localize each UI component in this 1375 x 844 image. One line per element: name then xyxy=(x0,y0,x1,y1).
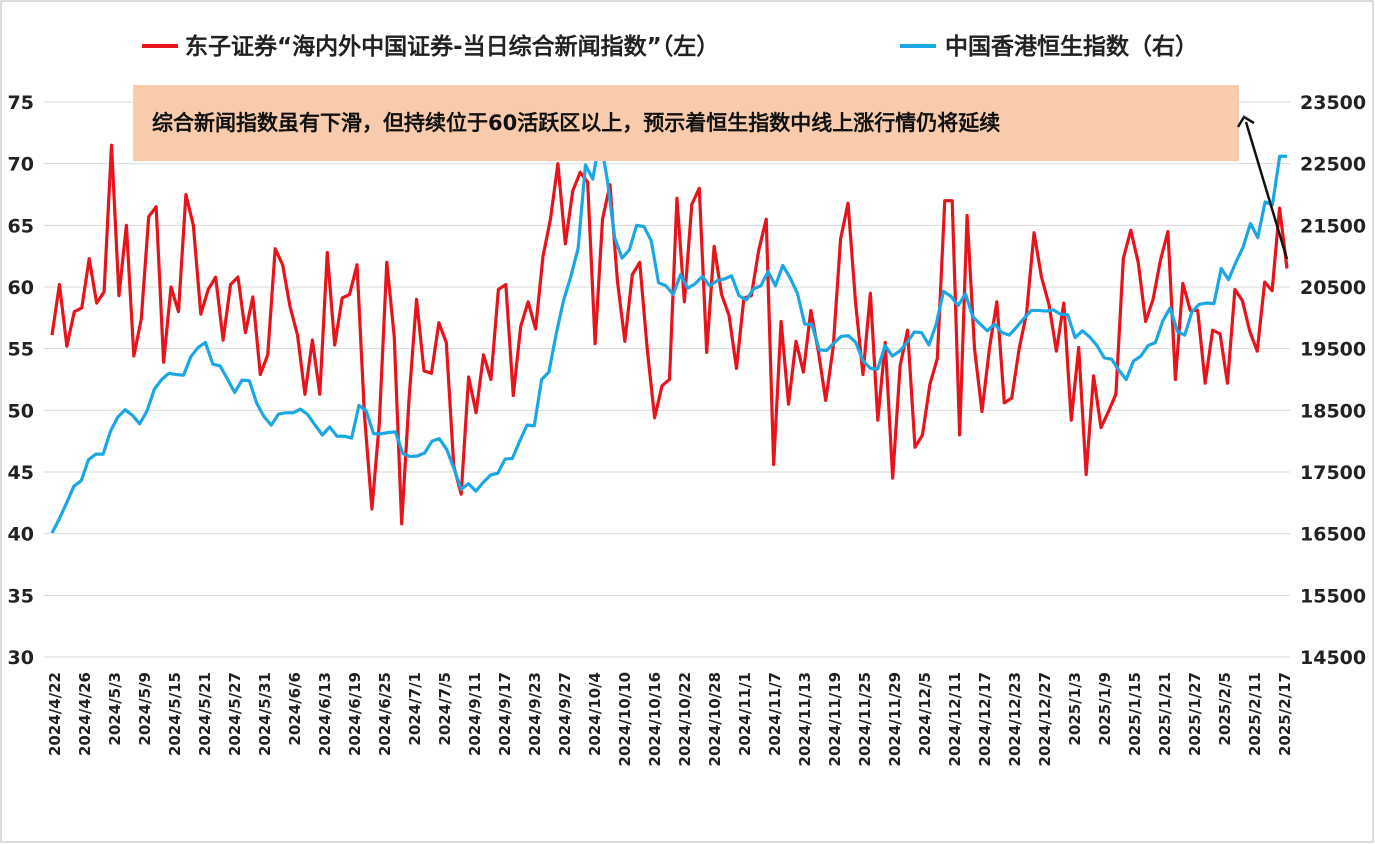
right-tick-label: 19500 xyxy=(1300,339,1366,361)
x-tick-label: 2024/11/1 xyxy=(736,672,754,756)
legend-label-hang-seng: 中国香港恒生指数（右） xyxy=(945,33,1198,60)
right-tick-label: 14500 xyxy=(1300,647,1366,669)
x-tick-label: 2024/11/19 xyxy=(826,672,844,766)
x-tick-label: 2025/1/15 xyxy=(1126,672,1144,756)
x-tick-label: 2025/1/21 xyxy=(1156,672,1174,756)
left-tick-label: 45 xyxy=(8,462,34,484)
x-tick-label: 2024/11/29 xyxy=(886,672,904,766)
x-tick-label: 2024/5/31 xyxy=(256,672,274,756)
x-tick-label: 2024/6/6 xyxy=(286,672,304,746)
left-tick-label: 40 xyxy=(8,524,34,546)
annotation-text: 综合新闻指数虽有下滑，但持续位于60活跃区以上，预示着恒生指数中线上涨行情仍将延… xyxy=(152,111,1000,135)
x-tick-label: 2024/7/5 xyxy=(436,672,454,746)
right-tick-label: 23500 xyxy=(1300,92,1366,114)
left-tick-label: 30 xyxy=(8,647,34,669)
x-tick-label: 2024/12/17 xyxy=(976,672,994,766)
x-tick-label: 2024/11/25 xyxy=(856,672,874,766)
left-tick-label: 50 xyxy=(8,400,34,422)
x-tick-label: 2024/4/22 xyxy=(46,672,64,756)
left-axis-ticks: 75 70 65 60 55 50 45 40 35 30 xyxy=(8,92,34,669)
x-tick-label: 2024/12/11 xyxy=(946,672,964,766)
x-tick-label: 2024/5/27 xyxy=(226,672,244,756)
annotation-arrow xyxy=(1236,115,1289,260)
x-tick-label: 2024/4/26 xyxy=(76,672,94,756)
x-tick-label: 2024/7/1 xyxy=(406,672,424,746)
x-tick-label: 2025/2/17 xyxy=(1276,672,1294,756)
x-tick-label: 2024/6/25 xyxy=(376,672,394,756)
x-tick-label: 2025/1/9 xyxy=(1096,672,1114,746)
x-tick-label: 2024/9/11 xyxy=(466,672,484,756)
x-tick-label: 2024/10/4 xyxy=(586,672,604,756)
x-tick-label: 2024/12/23 xyxy=(1006,672,1024,766)
x-tick-label: 2024/10/16 xyxy=(646,672,664,766)
legend-label-news-index: 东子证券“海内外中国证券-当日综合新闻指数”（左） xyxy=(185,33,719,60)
x-tick-label: 2024/10/22 xyxy=(676,672,694,766)
right-tick-label: 22500 xyxy=(1300,154,1366,176)
right-tick-label: 17500 xyxy=(1300,462,1366,484)
right-tick-label: 15500 xyxy=(1300,585,1366,607)
x-tick-label: 2024/5/15 xyxy=(166,672,184,756)
x-tick-label: 2024/6/19 xyxy=(346,672,364,756)
x-tick-label: 2024/6/13 xyxy=(316,672,334,756)
x-tick-label: 2024/5/9 xyxy=(136,672,154,746)
x-tick-label: 2025/1/27 xyxy=(1186,672,1204,756)
left-tick-label: 65 xyxy=(8,215,34,237)
legend: 东子证券“海内外中国证券-当日综合新闻指数”（左） 中国香港恒生指数（右） xyxy=(142,33,1198,60)
x-tick-label: 2024/10/10 xyxy=(616,672,634,766)
x-tick-label: 2025/2/5 xyxy=(1216,672,1234,746)
right-tick-label: 21500 xyxy=(1300,215,1366,237)
left-tick-label: 35 xyxy=(8,585,34,607)
x-tick-label: 2024/5/3 xyxy=(106,672,124,746)
x-axis-ticks: 2024/4/22 2024/4/26 2024/5/3 2024/5/9 2024/5… xyxy=(46,672,1294,766)
x-tick-label: 2024/12/5 xyxy=(916,672,934,756)
series-line-hang-seng xyxy=(50,135,1287,534)
x-tick-label: 2024/9/23 xyxy=(526,672,544,756)
right-tick-label: 20500 xyxy=(1300,277,1366,299)
left-tick-label: 60 xyxy=(8,277,34,299)
x-tick-label: 2024/12/27 xyxy=(1036,672,1054,766)
right-axis-ticks: 23500 22500 21500 20500 19500 18500 17500 16500… xyxy=(1300,92,1366,669)
left-tick-label: 75 xyxy=(8,92,34,114)
left-tick-label: 70 xyxy=(8,154,34,176)
x-tick-label: 2024/9/17 xyxy=(496,672,514,756)
x-tick-label: 2024/10/28 xyxy=(706,672,724,766)
x-tick-label: 2024/5/21 xyxy=(196,672,214,756)
x-tick-label: 2024/11/7 xyxy=(766,672,784,756)
annotation-box: 综合新闻指数虽有下滑，但持续位于60活跃区以上，预示着恒生指数中线上涨行情仍将延… xyxy=(133,85,1239,161)
x-tick-label: 2025/2/11 xyxy=(1246,672,1264,756)
left-tick-label: 55 xyxy=(8,339,34,361)
x-tick-label: 2024/11/13 xyxy=(796,672,814,766)
series-line-news-index xyxy=(50,143,1289,526)
annotation-background xyxy=(133,85,1239,161)
x-tick-label: 2025/1/3 xyxy=(1066,672,1084,746)
right-tick-label: 18500 xyxy=(1300,400,1366,422)
x-tick-label: 2024/9/27 xyxy=(556,672,574,756)
right-tick-label: 16500 xyxy=(1300,524,1366,546)
